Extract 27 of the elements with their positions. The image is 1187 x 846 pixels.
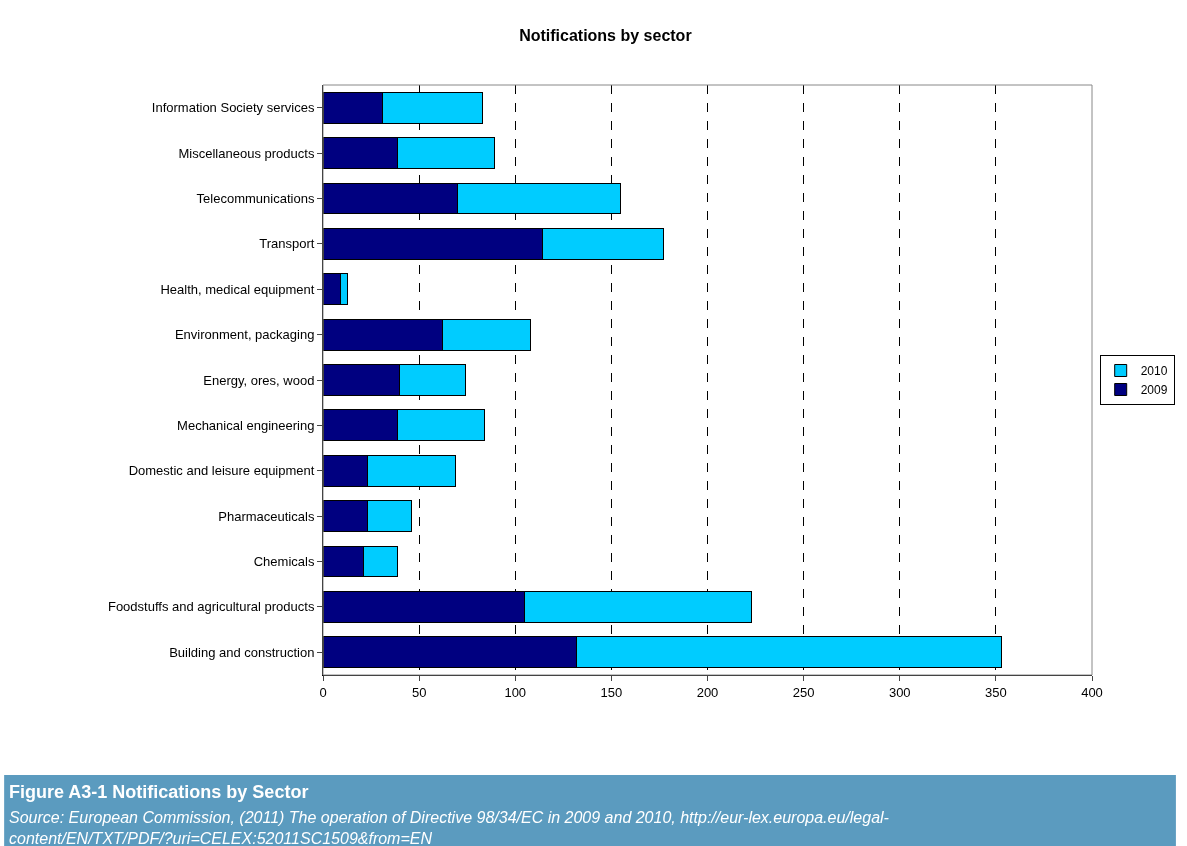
y-tick-label: Building and construction [169, 644, 315, 660]
x-tick-label: 350 [985, 684, 1007, 700]
source-note: Source: European Commission, (2011) The operation of Directive 98/34/EC in 2009 and 2010, http://eur-lex.europa.eu/legal-content/EN/TXT/PDF/?uri=CELEX:52011SC1509&from=EN [9, 809, 889, 846]
y-tick-label: Domestic and leisure equipment [128, 463, 315, 479]
legend-label: 2010 [1140, 364, 1168, 379]
x-tick-label: 150 [600, 684, 623, 700]
y-tick-label: Chemicals [253, 554, 315, 570]
y-tick-label: Transport [259, 236, 315, 252]
y-tick-label: Energy, ores, wood [203, 372, 315, 388]
legend-label: 2009 [1140, 383, 1168, 398]
y-tick-label: Mechanical engineering [177, 417, 315, 433]
y-tick-label: Miscellaneous products [178, 145, 315, 161]
x-tick-label: 200 [696, 684, 719, 700]
y-tick-label: Environment, packaging [174, 327, 315, 343]
y-tick-label: Health, medical equipment [160, 281, 315, 297]
x-tick-label: 250 [792, 684, 815, 700]
x-tick-label: 300 [888, 684, 911, 700]
chart-title: Notifications by sector [519, 26, 692, 44]
caption: Figure A3-1 Notifications by Sector [9, 782, 309, 802]
y-tick-label: Information Society services [151, 100, 315, 116]
x-tick-label: 0 [319, 684, 327, 700]
x-tick-label: 400 [1081, 684, 1103, 700]
x-tick-label: 100 [504, 684, 527, 700]
x-tick-label: 50 [411, 684, 427, 700]
y-tick-label: Foodstuffs and agricultural products [107, 599, 315, 615]
y-tick-label: Telecommunications [196, 191, 315, 207]
y-tick-label: Pharmaceuticals [218, 508, 315, 524]
